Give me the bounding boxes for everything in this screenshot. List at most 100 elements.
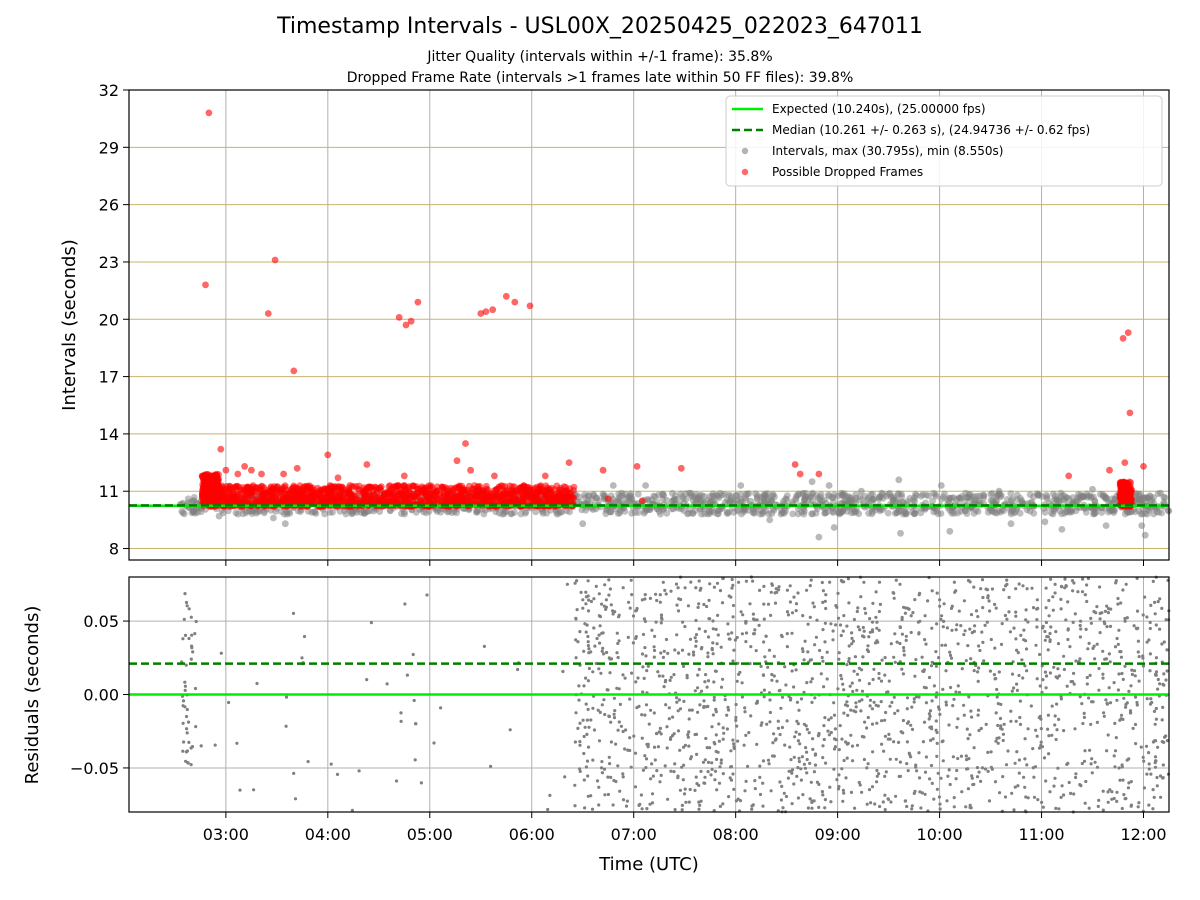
residual-point <box>867 788 872 792</box>
chart-title: Timestamp Intervals - USL00X_20250425_02… <box>277 14 923 39</box>
residual-point <box>787 769 791 773</box>
residual-point <box>968 580 972 584</box>
residual-point <box>193 632 197 636</box>
residual-point <box>896 709 900 713</box>
residual-point <box>790 802 794 806</box>
residual-point <box>824 593 828 597</box>
interval-point <box>1072 507 1080 515</box>
residual-point <box>928 709 933 713</box>
residual-point <box>628 606 632 610</box>
residual-point <box>875 639 879 643</box>
residual-point <box>806 650 810 654</box>
residual-point <box>1015 682 1019 686</box>
residual-point <box>1051 608 1055 612</box>
residual-point <box>601 646 605 650</box>
interval-point <box>326 509 334 516</box>
residual-point <box>627 600 631 604</box>
residual-point <box>978 648 982 653</box>
residual-point <box>1132 669 1137 673</box>
dropped-frame-point <box>264 310 272 317</box>
residual-point <box>945 799 949 803</box>
residual-point <box>634 680 638 684</box>
residual-point <box>705 604 709 609</box>
residual-point <box>1071 589 1075 593</box>
residual-point <box>821 628 825 632</box>
residual-point <box>611 609 615 613</box>
y-tick-label: 29 <box>99 138 119 157</box>
residual-point <box>1085 599 1089 604</box>
residual-point <box>1106 611 1110 615</box>
interval-point <box>364 508 372 515</box>
residual-point <box>970 715 974 719</box>
residual-point <box>988 609 992 613</box>
residual-point <box>715 642 719 646</box>
residual-point <box>967 695 971 699</box>
residual-point <box>883 718 887 722</box>
residual-point <box>962 633 966 637</box>
residual-point <box>631 614 636 618</box>
residual-point <box>1154 759 1158 763</box>
residual-point <box>630 593 634 597</box>
interval-point <box>865 494 872 502</box>
residual-point <box>293 797 298 801</box>
residual-point <box>1089 762 1093 766</box>
residual-point <box>731 615 735 619</box>
residual-point <box>190 633 194 637</box>
residual-point <box>855 743 860 747</box>
dropped-frame-point <box>414 489 421 497</box>
residual-point <box>676 651 681 655</box>
residual-point <box>573 804 577 808</box>
residual-point <box>1046 727 1050 731</box>
residual-point <box>783 743 787 747</box>
residual-point <box>994 606 998 610</box>
residual-point <box>821 589 826 593</box>
dropped-frame-point <box>234 470 242 478</box>
residual-point <box>786 776 791 780</box>
residual-point <box>712 695 716 699</box>
residual-point <box>717 739 722 743</box>
residual-point <box>980 766 985 770</box>
residual-point <box>767 762 771 766</box>
residual-point <box>681 664 686 669</box>
residual-point <box>1152 795 1156 800</box>
residual-point <box>1023 757 1027 761</box>
residual-point <box>182 740 186 744</box>
residual-point <box>809 780 813 784</box>
y-tick-label: 26 <box>99 196 119 215</box>
residual-point <box>586 745 591 749</box>
residual-point <box>1089 722 1093 727</box>
residual-point <box>184 714 189 719</box>
residual-point <box>842 688 846 692</box>
residual-point <box>694 775 698 779</box>
residual-point <box>664 592 668 596</box>
residual-point <box>730 631 734 635</box>
residual-point <box>692 653 696 657</box>
residual-point <box>1135 703 1139 707</box>
residual-point <box>1112 796 1116 801</box>
dropped-frame-point <box>363 461 371 468</box>
interval-point <box>179 509 187 517</box>
dropped-frame-point <box>506 482 514 490</box>
residual-point <box>181 721 185 725</box>
residual-point <box>800 647 805 651</box>
intervals-y-axis-label: Intervals (seconds) <box>59 239 80 411</box>
residual-point <box>820 790 825 794</box>
dropped-frame-point <box>489 306 497 314</box>
residual-point <box>583 806 587 810</box>
residual-point <box>718 804 723 809</box>
residual-point <box>712 680 716 684</box>
residual-point <box>1147 751 1151 755</box>
residual-point <box>821 659 825 663</box>
residual-point <box>783 665 787 669</box>
residual-point <box>735 724 739 728</box>
residual-point <box>976 713 980 717</box>
residual-point <box>663 680 668 684</box>
interval-point <box>929 497 936 505</box>
residual-point <box>828 785 832 789</box>
residual-point <box>840 677 844 681</box>
residual-point <box>821 756 825 760</box>
residual-point <box>1145 697 1149 701</box>
interval-point <box>1102 494 1110 502</box>
residual-point <box>731 603 736 608</box>
residual-point <box>1076 590 1080 594</box>
